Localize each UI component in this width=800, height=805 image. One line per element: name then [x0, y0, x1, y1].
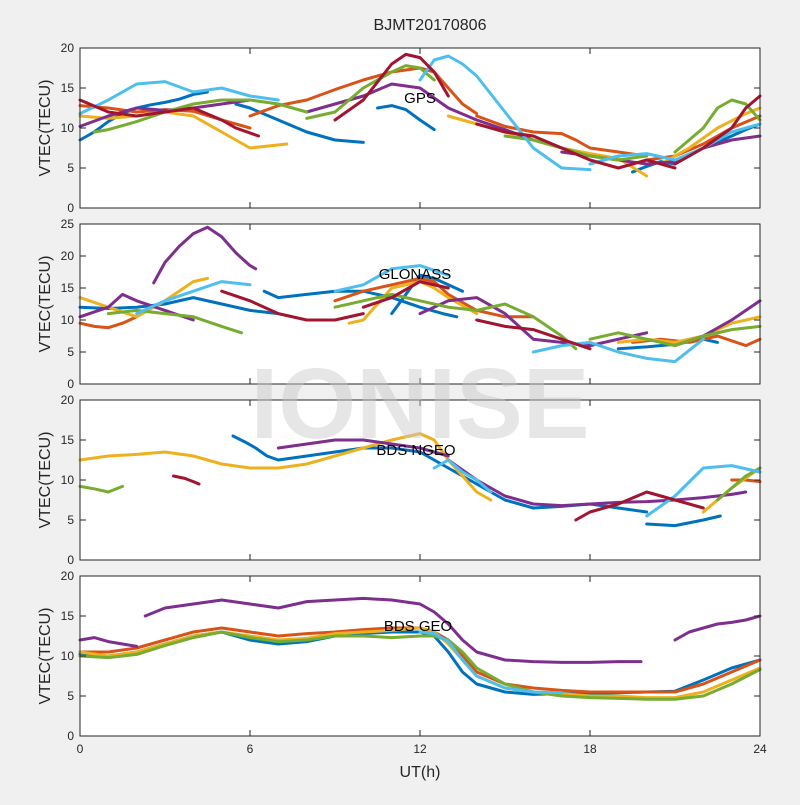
series-line-6	[475, 114, 649, 158]
series-line-16	[503, 134, 649, 162]
y-tick-label: 5	[67, 689, 74, 703]
series-line-15	[333, 292, 578, 351]
panel-label: BDS NGEO	[376, 442, 455, 459]
series-line-4	[143, 596, 643, 664]
x-axis-label: UT(h)	[400, 764, 441, 781]
series-line-20	[220, 289, 365, 322]
y-tick-label: 10	[61, 473, 75, 487]
series-line-5	[333, 276, 535, 319]
series-line-12	[418, 296, 649, 348]
y-tick-label: 20	[61, 393, 75, 407]
y-tick-label: 20	[61, 41, 75, 55]
series-line-6	[78, 630, 762, 701]
y-axis-label: VTEC(TECU)	[37, 432, 54, 529]
x-tick-label: 24	[753, 742, 767, 756]
panels: 0 5 10 15 20 VTEC(TECU) GPS 0 5 10 15 20 25 VTEC(TECU…	[37, 41, 767, 756]
y-tick-label: 20	[61, 569, 75, 583]
series-line-21	[361, 280, 450, 309]
series-line-13	[574, 490, 705, 522]
series-line-7	[418, 630, 564, 695]
x-tick-label: 18	[583, 742, 597, 756]
series-line-24	[673, 94, 762, 166]
series-line-7	[446, 458, 748, 508]
series-line-11	[645, 464, 762, 518]
y-tick-label: 10	[61, 649, 75, 663]
series-line-18	[333, 264, 450, 293]
y-tick-label: 25	[61, 217, 75, 231]
y-tick-label: 0	[67, 201, 74, 215]
y-tick-label: 10	[61, 121, 75, 135]
y-tick-label: 15	[61, 81, 75, 95]
series-line-2	[645, 514, 722, 528]
y-tick-label: 0	[67, 729, 74, 743]
y-axis-label: VTEC(TECU)	[37, 608, 54, 705]
plot-area	[80, 400, 760, 560]
series-line-2	[376, 104, 436, 132]
plot-area	[80, 576, 760, 736]
series-line-8	[78, 110, 289, 150]
panel-label: GLONASS	[379, 266, 452, 283]
series-line-1	[234, 102, 365, 144]
y-tick-label: 10	[61, 313, 75, 327]
y-axis-label: VTEC(TECU)	[37, 256, 54, 353]
series-line-9	[616, 315, 762, 344]
plot-area	[80, 48, 760, 208]
series-line-12	[172, 474, 201, 486]
x-tick-label: 0	[77, 742, 84, 756]
y-tick-label: 15	[61, 609, 75, 623]
series-line-11	[78, 98, 252, 128]
series-line-8	[78, 484, 124, 494]
y-tick-label: 15	[61, 281, 75, 295]
series-line-18	[78, 80, 280, 116]
series-line-15	[305, 64, 436, 120]
series-line-22	[475, 318, 592, 351]
series-line-4	[78, 315, 139, 330]
panel-3: 0 5 10 15 20 0 6 12 18 24 VTEC(TECU) BDS GEO	[37, 569, 767, 756]
series-line-5	[673, 614, 762, 642]
series-line-21	[78, 98, 260, 138]
series-line-14	[106, 308, 243, 335]
series-line-16	[588, 324, 762, 348]
y-axis-label: VTEC(TECU)	[37, 80, 54, 177]
panel-0: 0 5 10 15 20 VTEC(TECU) GPS	[37, 41, 762, 215]
series-line-9	[716, 466, 762, 502]
series-line-17	[135, 280, 252, 316]
series-line-0	[78, 90, 209, 142]
panel-1: 0 5 10 15 20 25 VTEC(TECU) GLONASS	[37, 217, 762, 391]
x-tick-label: 12	[413, 742, 427, 756]
y-tick-label: 5	[67, 513, 74, 527]
series-line-23	[475, 122, 677, 170]
y-tick-label: 5	[67, 161, 74, 175]
series-line-14	[92, 98, 309, 134]
watermark: IONISE	[251, 348, 590, 460]
series-line-3	[730, 478, 762, 484]
series-line-10	[659, 106, 762, 166]
figure-title: BJMT20170806	[374, 17, 487, 34]
series-line-10	[432, 458, 493, 494]
y-tick-label: 0	[67, 377, 74, 391]
y-tick-label: 15	[61, 433, 75, 447]
y-tick-label: 20	[61, 249, 75, 263]
y-tick-label: 0	[67, 553, 74, 567]
series-line-19	[531, 337, 705, 364]
series-line-22	[333, 52, 450, 122]
series-line-20	[588, 122, 762, 166]
series-line-3	[78, 636, 139, 648]
series-line-11	[78, 292, 195, 322]
series-line-0	[231, 434, 535, 510]
series-line-19	[418, 54, 592, 172]
series-line-12	[305, 82, 535, 142]
y-tick-label: 5	[67, 345, 74, 359]
panel-label: GPS	[404, 90, 436, 107]
panel-label: BDS GEO	[384, 618, 452, 635]
panel-2: 0 5 10 15 20 VTEC(TECU) BDS NGEO	[37, 393, 762, 567]
series-line-6	[276, 438, 450, 458]
x-tick-label: 6	[247, 742, 254, 756]
series-line-10	[152, 225, 258, 285]
